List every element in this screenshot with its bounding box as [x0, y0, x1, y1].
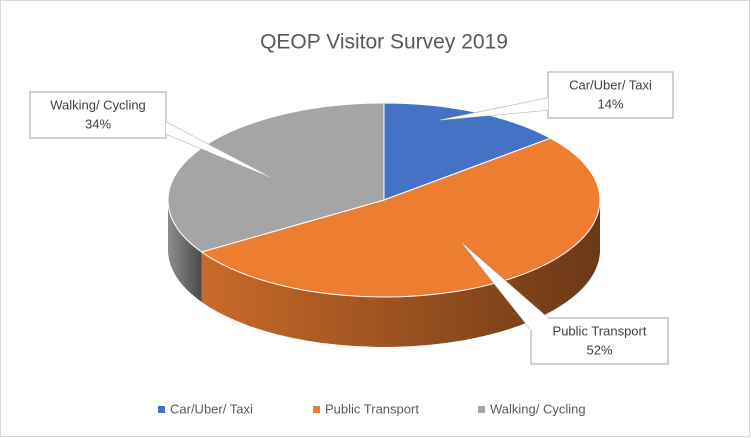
data-label: 34% — [85, 116, 111, 131]
data-label-category: Car/Uber/ Taxi — [569, 77, 652, 92]
data-label: 14% — [597, 96, 623, 111]
callout-pointer-cover — [440, 98, 548, 120]
slice — [200, 137, 601, 298]
legend-swatch — [313, 406, 320, 413]
chart-title: QEOP Visitor Survey 2019 — [260, 31, 508, 54]
data-label: 52% — [586, 342, 612, 357]
callout-pointer-cover — [462, 243, 548, 330]
slice-side-shade — [201, 200, 600, 347]
data-callout: Public Transport 52% — [461, 242, 669, 365]
legend-swatch — [158, 406, 165, 413]
data-callout: Car/Uber/ Taxi 14% — [439, 71, 674, 121]
slice-side-shade — [168, 200, 202, 302]
callout-box — [530, 317, 669, 365]
legend-label: Walking/ Cycling — [490, 401, 586, 416]
data-label-category: Public Transport — [553, 323, 647, 338]
data-callout: Walking/ Cycling 34% — [29, 91, 273, 179]
callout-box — [29, 91, 167, 139]
legend-label: Public Transport — [325, 401, 419, 416]
legend-swatch — [478, 406, 485, 413]
legend-label: Car/Uber/ Taxi — [170, 401, 253, 416]
slice — [167, 102, 385, 253]
data-label-category: Walking/ Cycling — [50, 97, 146, 112]
callout-pointer-cover — [166, 122, 272, 178]
